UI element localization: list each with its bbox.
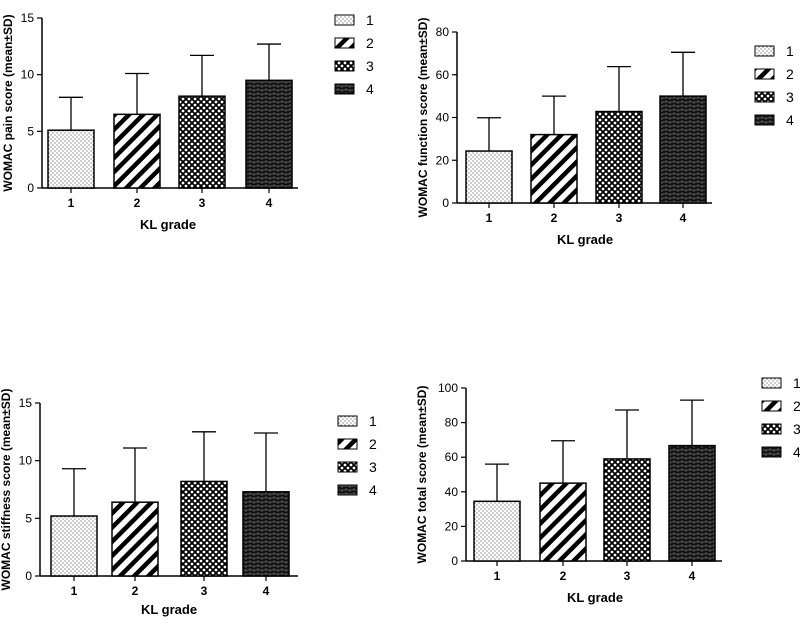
legend-swatch-2 (334, 37, 355, 49)
bar-grade-2 (539, 482, 587, 562)
legend-swatch-4 (334, 83, 355, 95)
y-tick-label: 20 (445, 519, 459, 533)
x-axis-title: KL grade (140, 217, 196, 232)
legend-label: 1 (793, 375, 800, 391)
y-tick-label: 10 (21, 68, 35, 82)
legend-swatch-1 (337, 415, 358, 427)
legend-label: 2 (786, 66, 794, 82)
y-tick-label: 0 (451, 554, 458, 568)
legend-swatch-2 (761, 400, 782, 412)
y-tick-label: 80 (436, 25, 450, 39)
legend-swatch-4 (337, 484, 358, 496)
legend-label: 3 (786, 89, 794, 105)
legend-label: 4 (369, 482, 377, 498)
panel-3: 0 5 10 15 1 2 3 4 KL grade WOMAC stiffness score … (0, 389, 377, 617)
y-axis-title: WOMAC total score (mean±SD) (415, 386, 429, 564)
bar-grade-2 (530, 133, 578, 204)
x-tick-label: 3 (201, 584, 208, 598)
x-axis-title: KL grade (557, 232, 613, 247)
y-tick-label: 5 (25, 511, 32, 525)
y-axis-title: WOMAC function score (mean±SD) (416, 18, 430, 218)
legend-label: 3 (369, 459, 377, 475)
bar-grade-4 (668, 444, 716, 562)
legend-swatch-4 (761, 446, 782, 458)
legend-label: 2 (366, 35, 374, 51)
y-tick-label: 100 (438, 381, 458, 395)
y-tick-label: 60 (445, 450, 459, 464)
legend-swatch-1 (761, 377, 782, 389)
legend-label: 2 (369, 436, 377, 452)
legend-label: 1 (786, 43, 794, 59)
bar-grade-2 (113, 113, 161, 189)
y-axis-title: WOMAC stiffness score (mean±SD) (0, 389, 13, 591)
legend-swatch-4 (754, 114, 775, 126)
y-tick-label: 0 (27, 181, 34, 195)
y-tick-label: 0 (442, 196, 449, 210)
legend-label: 2 (793, 398, 800, 414)
legend-label: 3 (366, 58, 374, 74)
x-axis-title: KL grade (141, 602, 197, 617)
bar-grade-4 (659, 95, 707, 204)
legend-swatch-1 (334, 14, 355, 26)
bar-grade-1 (50, 515, 98, 577)
legend-swatch-3 (761, 423, 782, 435)
y-tick-label: 40 (445, 485, 459, 499)
bar-grade-4 (245, 79, 293, 189)
legend-swatch-1 (754, 45, 775, 57)
y-tick-label: 80 (445, 416, 459, 430)
legend-swatch-2 (754, 68, 775, 80)
x-tick-label: 4 (266, 196, 273, 210)
legend-label: 1 (366, 12, 374, 28)
bar-grade-3 (178, 95, 226, 189)
x-tick-label: 2 (132, 584, 139, 598)
legend-label: 4 (793, 444, 800, 460)
y-tick-label: 15 (21, 11, 35, 25)
bar-grade-3 (595, 110, 643, 204)
y-tick-label: 60 (436, 68, 450, 82)
x-axis-title: KL grade (567, 590, 623, 605)
bar-grade-3 (603, 458, 651, 562)
bar-grade-1 (465, 150, 513, 204)
x-tick-label: 3 (199, 196, 206, 210)
legend-swatch-3 (337, 461, 358, 473)
x-tick-label: 2 (134, 196, 141, 210)
legend-label: 4 (786, 112, 794, 128)
legend-swatch-2 (337, 438, 358, 450)
x-tick-label: 1 (71, 584, 78, 598)
y-axis-title: WOMAC pain score (mean±SD) (1, 14, 15, 191)
legend-label: 1 (369, 413, 377, 429)
bar-grade-3 (180, 480, 228, 577)
y-tick-label: 10 (19, 454, 33, 468)
bar-grade-1 (473, 500, 521, 562)
bar-grade-1 (47, 129, 95, 189)
x-tick-label: 2 (551, 211, 558, 225)
x-tick-label: 4 (263, 584, 270, 598)
x-tick-label: 3 (624, 569, 631, 583)
legend-swatch-3 (334, 60, 355, 72)
legend-swatch-3 (754, 91, 775, 103)
y-tick-label: 15 (19, 396, 33, 410)
x-tick-label: 1 (68, 196, 75, 210)
y-tick-label: 0 (25, 569, 32, 583)
panel-1: 0 5 10 15 1 2 3 4 KL grade WOMAC pain score (mean… (1, 11, 374, 232)
legend-label: 3 (793, 421, 800, 437)
panel-2: 0 20 40 60 80 1 2 3 4 KL grade WOMAC function scor… (416, 18, 794, 247)
x-tick-label: 1 (486, 211, 493, 225)
x-tick-label: 3 (616, 211, 623, 225)
x-tick-label: 4 (680, 211, 687, 225)
x-tick-label: 2 (560, 569, 567, 583)
x-tick-label: 1 (494, 569, 501, 583)
bar-grade-2 (111, 501, 159, 577)
y-tick-label: 40 (436, 111, 450, 125)
x-tick-label: 4 (689, 569, 696, 583)
bar-grade-4 (242, 491, 290, 577)
legend-label: 4 (366, 81, 374, 97)
y-tick-label: 20 (436, 153, 450, 167)
panel-4: 0 20 40 60 80 100 1 2 3 4 KL grade WOMAC total scor… (415, 375, 800, 605)
y-tick-label: 5 (27, 124, 34, 138)
